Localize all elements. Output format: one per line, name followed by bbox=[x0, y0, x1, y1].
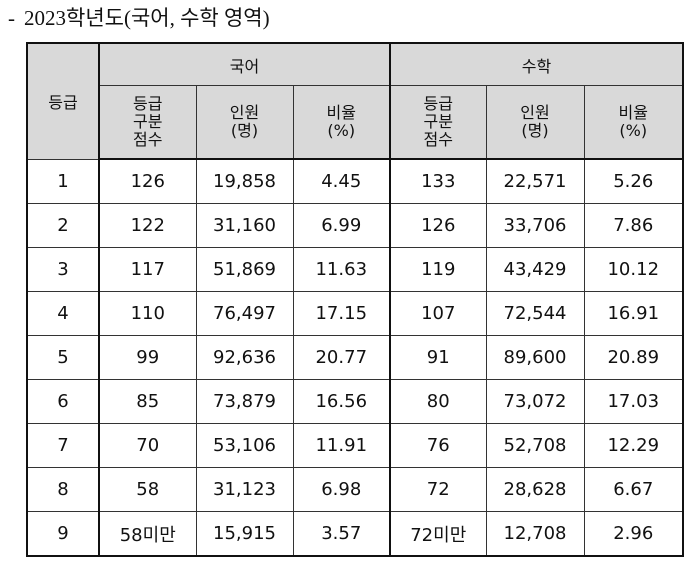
math-cut-score-cell: 126 bbox=[389, 203, 487, 248]
korean-ratio-cell: 3.57 bbox=[292, 511, 391, 557]
table-body: 1 126 19,858 4.45 133 22,571 5.26 2 122 31,160 6.9… bbox=[26, 158, 684, 557]
korean-count-cell: 73,879 bbox=[195, 379, 294, 424]
math-count-cell: 22,571 bbox=[485, 158, 585, 204]
math-ratio-cell: 6.67 bbox=[583, 467, 684, 512]
table-row: 5 99 92,636 20.77 91 89,600 20.89 bbox=[26, 335, 684, 380]
korean-cut-score-cell: 58미만 bbox=[98, 511, 197, 557]
math-ratio-cell: 16.91 bbox=[583, 291, 684, 336]
grade-column-header: 등급 bbox=[26, 42, 100, 160]
math-count-cell: 89,600 bbox=[485, 335, 585, 380]
korean-group-header: 국어 bbox=[98, 42, 391, 86]
korean-ratio-cell: 6.99 bbox=[292, 203, 391, 248]
table-row: 3 117 51,869 11.63 119 43,429 10.12 bbox=[26, 247, 684, 292]
grade-cell: 8 bbox=[26, 467, 100, 512]
korean-ratio-cell: 6.98 bbox=[292, 467, 391, 512]
korean-cut-score-cell: 70 bbox=[98, 423, 197, 468]
korean-ratio-cell: 11.91 bbox=[292, 423, 391, 468]
korean-count-cell: 51,869 bbox=[195, 247, 294, 292]
korean-ratio-cell: 17.15 bbox=[292, 291, 391, 336]
math-count-cell: 28,628 bbox=[485, 467, 585, 512]
korean-count-cell: 92,636 bbox=[195, 335, 294, 380]
math-count-header: 인원 (명) bbox=[485, 85, 585, 160]
korean-cut-score-header: 등급 구분 점수 bbox=[98, 85, 197, 160]
math-cut-score-cell: 76 bbox=[389, 423, 487, 468]
korean-ratio-cell: 20.77 bbox=[292, 335, 391, 380]
math-cut-score-cell: 72미만 bbox=[389, 511, 487, 557]
math-count-cell: 33,706 bbox=[485, 203, 585, 248]
korean-count-cell: 76,497 bbox=[195, 291, 294, 336]
korean-cut-score-cell: 126 bbox=[98, 158, 197, 204]
grade-cell: 1 bbox=[26, 158, 100, 204]
table-row: 7 70 53,106 11.91 76 52,708 12.29 bbox=[26, 423, 684, 468]
math-ratio-cell: 5.26 bbox=[583, 158, 684, 204]
korean-ratio-header: 비율 (%) bbox=[292, 85, 391, 160]
korean-cut-score-cell: 99 bbox=[98, 335, 197, 380]
korean-count-cell: 31,123 bbox=[195, 467, 294, 512]
math-cut-score-header: 등급 구분 점수 bbox=[389, 85, 487, 160]
korean-cut-score-cell: 122 bbox=[98, 203, 197, 248]
table-row: 9 58미만 15,915 3.57 72미만 12,708 2.96 bbox=[26, 511, 684, 557]
grade-cell: 9 bbox=[26, 511, 100, 557]
title-dash: - bbox=[8, 6, 15, 30]
math-group-header: 수학 bbox=[389, 42, 684, 86]
grade-cell: 3 bbox=[26, 247, 100, 292]
korean-ratio-cell: 11.63 bbox=[292, 247, 391, 292]
math-count-cell: 73,072 bbox=[485, 379, 585, 424]
math-ratio-cell: 2.96 bbox=[583, 511, 684, 557]
korean-count-cell: 53,106 bbox=[195, 423, 294, 468]
korean-ratio-cell: 16.56 bbox=[292, 379, 391, 424]
math-count-cell: 12,708 bbox=[485, 511, 585, 557]
korean-count-cell: 19,858 bbox=[195, 158, 294, 204]
korean-cut-score-cell: 117 bbox=[98, 247, 197, 292]
math-cut-score-cell: 133 bbox=[389, 158, 487, 204]
math-ratio-cell: 12.29 bbox=[583, 423, 684, 468]
grade-cell: 2 bbox=[26, 203, 100, 248]
table-row: 4 110 76,497 17.15 107 72,544 16.91 bbox=[26, 291, 684, 336]
title-text: 2023학년도(국어, 수학 영역) bbox=[24, 6, 270, 30]
korean-count-header: 인원 (명) bbox=[195, 85, 294, 160]
grade-cell: 6 bbox=[26, 379, 100, 424]
math-cut-score-cell: 72 bbox=[389, 467, 487, 512]
table-row: 2 122 31,160 6.99 126 33,706 7.86 bbox=[26, 203, 684, 248]
document-title: -2023학년도(국어, 수학 영역) bbox=[8, 4, 270, 32]
korean-ratio-cell: 4.45 bbox=[292, 158, 391, 204]
korean-count-cell: 31,160 bbox=[195, 203, 294, 248]
math-count-cell: 52,708 bbox=[485, 423, 585, 468]
math-cut-score-cell: 91 bbox=[389, 335, 487, 380]
math-ratio-cell: 10.12 bbox=[583, 247, 684, 292]
math-ratio-cell: 7.86 bbox=[583, 203, 684, 248]
table-row: 8 58 31,123 6.98 72 28,628 6.67 bbox=[26, 467, 684, 512]
korean-cut-score-cell: 58 bbox=[98, 467, 197, 512]
math-ratio-cell: 20.89 bbox=[583, 335, 684, 380]
math-cut-score-cell: 107 bbox=[389, 291, 487, 336]
math-ratio-cell: 17.03 bbox=[583, 379, 684, 424]
grade-cell: 7 bbox=[26, 423, 100, 468]
grade-cell: 5 bbox=[26, 335, 100, 380]
math-ratio-header: 비율 (%) bbox=[583, 85, 684, 160]
korean-cut-score-cell: 110 bbox=[98, 291, 197, 336]
table-row: 6 85 73,879 16.56 80 73,072 17.03 bbox=[26, 379, 684, 424]
korean-count-cell: 15,915 bbox=[195, 511, 294, 557]
math-count-cell: 43,429 bbox=[485, 247, 585, 292]
grade-cell: 4 bbox=[26, 291, 100, 336]
math-cut-score-cell: 80 bbox=[389, 379, 487, 424]
table-row: 1 126 19,858 4.45 133 22,571 5.26 bbox=[26, 158, 684, 204]
math-count-cell: 72,544 bbox=[485, 291, 585, 336]
math-cut-score-cell: 119 bbox=[389, 247, 487, 292]
grade-cut-table: 등급 국어 수학 등급 구분 점수 인원 (명) 비율 (%) 등급 구분 점수 인원 (명)… bbox=[26, 42, 684, 557]
korean-cut-score-cell: 85 bbox=[98, 379, 197, 424]
